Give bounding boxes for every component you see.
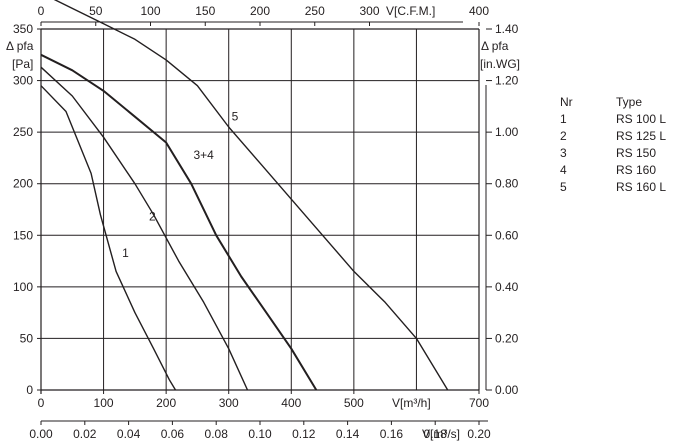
legend-type: RS 160	[616, 162, 657, 177]
legend-row: 3 RS 150	[560, 144, 666, 161]
x-secondary-tick-label: 0.06	[161, 427, 185, 441]
x-secondary-tick-label: 0.16	[380, 427, 404, 441]
legend-nr: 4	[560, 162, 567, 177]
x-top-tick-label: 250	[305, 4, 325, 18]
curve-label: 5	[232, 110, 239, 124]
x-secondary-tick-label: 0.12	[292, 427, 316, 441]
x-top-tick-label: 300	[359, 4, 379, 18]
legend-nr: 3	[560, 145, 567, 160]
series-line-2	[40, 66, 249, 391]
x-top-tick-label: 100	[140, 4, 160, 18]
x-bottom-tick-label: 300	[219, 396, 239, 410]
x-secondary-tick-label: 0.04	[117, 427, 141, 441]
legend: Nr Type 1 RS 100 L 2 RS 125 L 3 RS 150 4…	[560, 93, 666, 195]
series-line-5	[53, 0, 449, 391]
legend-row: 2 RS 125 L	[560, 127, 666, 144]
x-top-axis-title: V[C.F.M.]	[386, 4, 435, 18]
curve-label: 2	[149, 210, 156, 224]
x-secondary-tick-label: 0.18	[424, 427, 448, 441]
y-left-tick-label: 200	[13, 177, 33, 191]
series-line-3-4	[40, 53, 318, 391]
y-left-axis-unit: [Pa]	[12, 57, 33, 71]
x-top-tick-label: 150	[195, 4, 215, 18]
x-top-tick-label: 50	[89, 4, 103, 18]
legend-table: Nr Type 1 RS 100 L 2 RS 125 L 3 RS 150 4…	[560, 93, 666, 195]
y-right-tick-label: 0.60	[495, 228, 519, 242]
legend-row: 5 RS 160 L	[560, 178, 666, 195]
legend-row: 4 RS 160	[560, 161, 666, 178]
x-secondary-axis-title: V[m³/s]	[422, 427, 460, 441]
y-right-axis-title: Δ pfa	[481, 39, 509, 53]
x-bottom-tick-label: 200	[156, 396, 176, 410]
y-right-tick-label: 0.40	[495, 280, 519, 294]
plot-frame	[40, 21, 488, 422]
y-right-tick-label: 0.00	[495, 383, 519, 397]
y-right-tick-label: 0.20	[495, 331, 519, 345]
y-left-tick-label: 150	[13, 228, 33, 242]
legend-nr: 1	[560, 111, 567, 126]
y-left-tick-label: 50	[20, 331, 34, 345]
y-right-tick-label: 1.00	[495, 125, 519, 139]
x-secondary-tick-label: 0.02	[73, 427, 97, 441]
x-bottom-tick-label: 0	[38, 396, 45, 410]
curve-label: 1	[122, 246, 129, 260]
legend-nr: 2	[560, 128, 567, 143]
legend-type: RS 150	[616, 145, 657, 160]
y-left-axis-title: Δ pfa	[6, 39, 34, 53]
curve-label: 3+4	[194, 148, 215, 162]
legend-row: 1 RS 100 L	[560, 110, 666, 127]
y-left-tick-label: 350	[13, 22, 33, 36]
y-right-tick-label: 1.20	[495, 74, 519, 88]
legend-type: RS 125 L	[616, 128, 667, 143]
x-top-tick-label: 200	[250, 4, 270, 18]
legend-header-nr: Nr	[560, 94, 573, 109]
series-line-1	[40, 85, 177, 391]
y-left-tick-label: 100	[13, 280, 33, 294]
curves: 1 2 3+4 5	[40, 0, 449, 391]
x-secondary-tick-label: 0.10	[248, 427, 272, 441]
x-bottom-tick-label: 100	[94, 396, 114, 410]
legend-type: RS 100 L	[616, 111, 667, 126]
x-secondary-tick-label: 0.20	[467, 427, 491, 441]
y-left-tick-label: 250	[13, 125, 33, 139]
legend-nr: 5	[560, 179, 567, 194]
x-secondary-tick-label: 0.14	[336, 427, 360, 441]
x-bottom-tick-label: 500	[344, 396, 364, 410]
x-bottom-axis-title: V[m³/h]	[392, 396, 431, 410]
x-top-tick-label: 0	[38, 4, 45, 18]
y-right-axis-unit: [in.WG]	[480, 57, 520, 71]
legend-header: Nr Type	[560, 93, 666, 110]
y-left-tick-label: 0	[26, 383, 33, 397]
x-secondary-tick-label: 0.08	[205, 427, 229, 441]
y-right-tick-label: 0.80	[495, 177, 519, 191]
legend-type: RS 160 L	[616, 179, 667, 194]
x-top-tick-label: 400	[469, 4, 489, 18]
legend-header-type: Type	[616, 94, 643, 109]
y-right-tick-label: 1.40	[495, 22, 519, 36]
x-secondary-tick-label: 0.00	[29, 427, 53, 441]
x-bottom-tick-label: 400	[281, 396, 301, 410]
x-bottom-tick-label: 700	[469, 396, 489, 410]
y-left-tick-label: 300	[13, 74, 33, 88]
